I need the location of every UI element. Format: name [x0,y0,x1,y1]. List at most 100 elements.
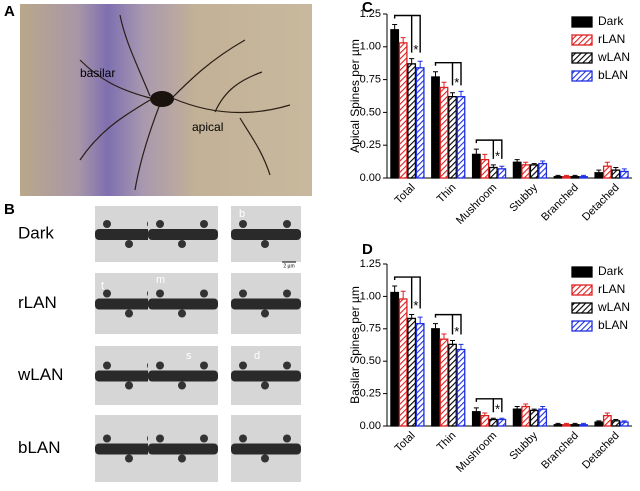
dendrite [148,229,218,240]
error-bar [409,314,415,319]
x-tick-label: Stubby [507,181,540,214]
legend-swatch [571,302,593,314]
legend-label: wLAN [597,300,630,314]
error-bar [514,406,520,410]
significance-bracket [475,398,503,413]
dendrite [231,229,301,240]
significance-bracket [393,276,421,309]
spine [200,361,208,370]
spine [125,381,133,390]
error-bar [604,161,610,167]
error-bar [555,422,561,425]
error-bar [433,71,438,77]
spine [200,434,208,443]
spine [125,309,133,318]
panel-label: C [362,0,373,16]
bar [456,96,466,179]
dendrite [231,443,301,455]
x-tick-label: Total [393,430,418,455]
error-bar [572,174,578,177]
spine-label: d [254,350,260,362]
significance-bracket [434,62,462,86]
spine [239,361,247,370]
spine [261,454,269,463]
x-tick-label: Mushroom [454,182,499,227]
legend-label: Dark [598,264,624,278]
bar [553,176,563,179]
error-bar [417,60,423,68]
spine-label: t [101,280,104,292]
dendrite [95,443,165,455]
spine-label: s [186,350,192,362]
significance-bracket [393,14,421,53]
spine [239,434,247,443]
error-bar [409,58,415,64]
bar [602,165,612,179]
bar [570,176,580,179]
legend-label: rLAN [598,32,625,46]
error-bar [596,169,602,173]
error-bar [531,408,537,411]
spine [103,361,111,370]
bar [431,76,440,179]
y-tick-label: 0.75 [360,74,381,86]
bar [497,418,507,427]
error-bar [433,323,438,329]
bar [471,153,481,179]
spine [156,289,164,298]
legend-swatch [571,284,593,296]
bar [579,424,588,427]
region-label: basilar [80,66,115,80]
legend-swatch [571,52,593,64]
row-label: Dark [18,223,54,242]
error-bar [523,403,529,407]
row-label: bLAN [18,438,61,457]
bar [562,176,571,179]
bar [512,161,522,179]
error-bar [613,167,619,171]
x-tick-label: Detached [580,430,622,472]
error-bar [555,174,561,177]
bar [448,96,457,179]
spine [103,434,111,443]
legend-swatch [571,320,593,332]
error-bar [540,406,546,410]
error-bar [490,164,496,168]
bar [398,298,408,427]
significance-star: * [495,148,500,163]
error-bar [564,174,569,177]
legend-label: bLAN [598,318,628,332]
error-bar [514,159,520,163]
spine-label: b [239,208,245,220]
bar [512,408,522,427]
spine [178,309,186,318]
spine [125,454,133,463]
spine [200,289,208,298]
scale-bar-label: 2 µm [283,263,294,269]
spine [103,220,111,228]
spine [283,361,291,370]
error-bar [564,422,569,425]
error-bar [490,417,496,420]
dendrite [95,229,165,240]
bar [439,86,449,179]
bar [521,405,531,427]
x-tick-label: Branched [539,430,581,472]
bar [538,162,548,179]
y-tick-label: 0.50 [360,355,381,367]
bar [521,164,531,179]
y-axis-label: Apical Spines per µm [348,39,362,153]
error-bar [621,420,627,423]
x-tick-label: Stubby [507,429,540,462]
spine [156,361,164,370]
micrograph-grid [95,206,301,482]
dendrite [231,370,301,382]
error-bar [523,161,529,165]
significance-star: * [413,42,418,57]
error-bar [400,290,406,299]
dendrite [148,443,218,455]
error-bar [400,37,406,43]
x-tick-label: Total [393,182,418,207]
legend-swatch [571,34,593,46]
error-bar [482,412,488,416]
